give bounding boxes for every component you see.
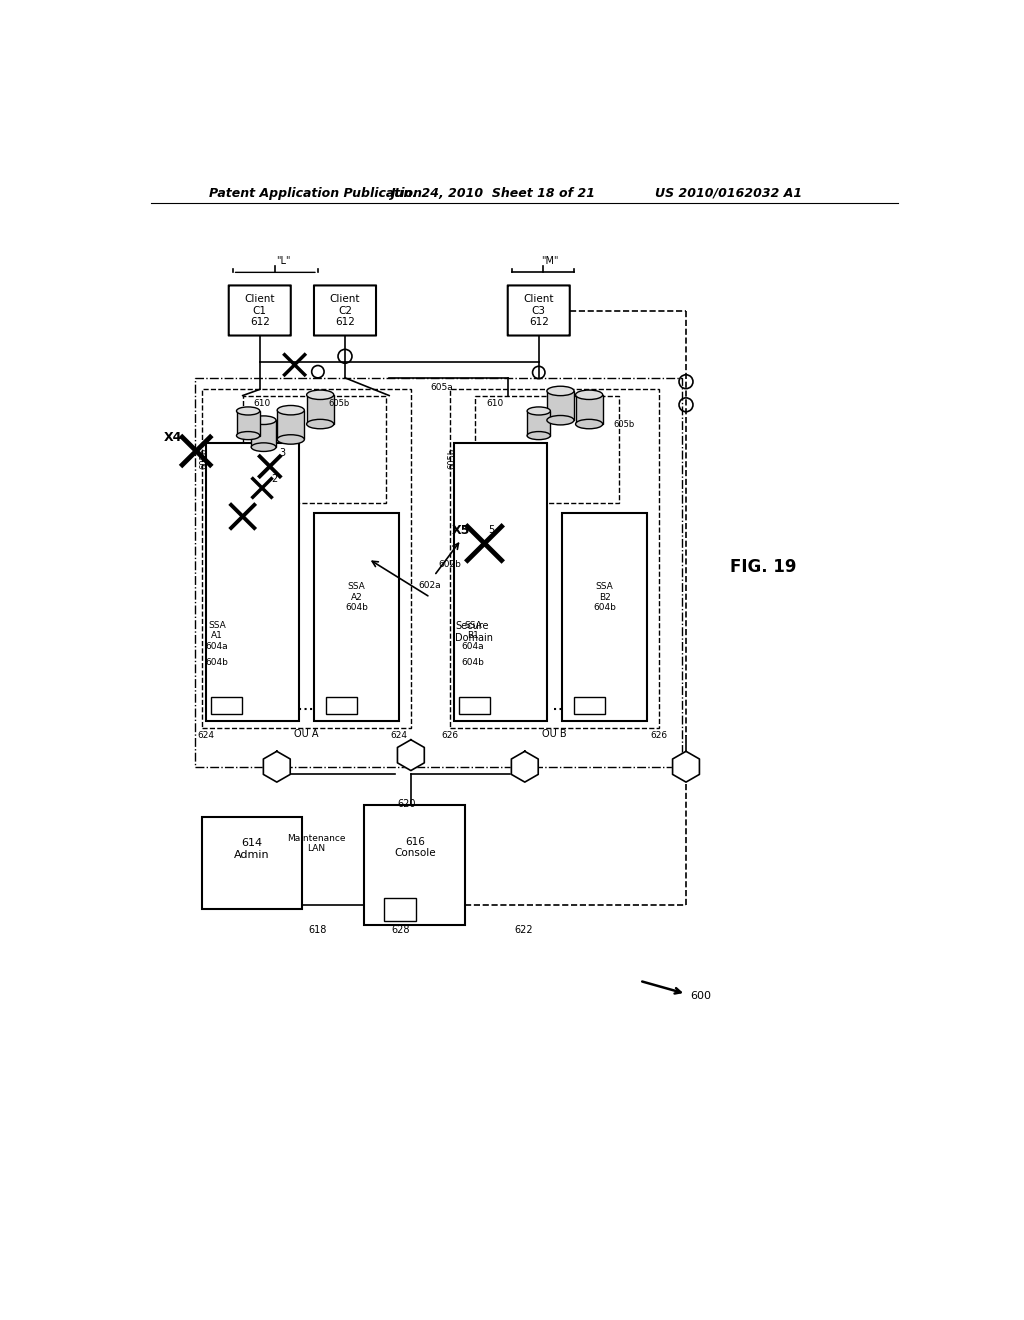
Ellipse shape	[575, 391, 603, 400]
Bar	[251, 420, 276, 447]
Text: 3: 3	[280, 449, 286, 458]
FancyBboxPatch shape	[314, 285, 376, 335]
Bar	[202, 389, 411, 729]
Text: 624: 624	[197, 731, 214, 741]
Text: 610: 610	[486, 399, 504, 408]
Bar	[314, 512, 399, 721]
Text: Maintenance
LAN: Maintenance LAN	[287, 834, 345, 854]
Ellipse shape	[306, 420, 334, 429]
Ellipse shape	[547, 387, 574, 396]
Polygon shape	[263, 751, 290, 781]
Bar	[211, 697, 242, 714]
Text: 624: 624	[391, 731, 408, 741]
Text: 600: 600	[690, 991, 711, 1001]
Text: Client
C3
612: Client C3 612	[523, 294, 554, 327]
Text: "M": "M"	[542, 256, 559, 265]
Text: SSA
B1
604a: SSA B1 604a	[462, 620, 484, 651]
Ellipse shape	[575, 420, 603, 429]
Polygon shape	[673, 751, 699, 781]
Bar	[306, 395, 334, 424]
FancyBboxPatch shape	[228, 285, 291, 335]
Bar	[575, 395, 603, 424]
Ellipse shape	[278, 405, 304, 414]
Text: SSA
B2
604b: SSA B2 604b	[593, 582, 616, 612]
Text: Client
C2
612: Client C2 612	[330, 294, 360, 327]
Text: OU A: OU A	[294, 730, 318, 739]
Text: 616
Console: 616 Console	[394, 837, 435, 858]
Ellipse shape	[547, 416, 574, 425]
Polygon shape	[511, 751, 539, 781]
Bar	[278, 411, 304, 440]
Text: 605b: 605b	[200, 447, 209, 470]
Text: 604b: 604b	[206, 659, 228, 667]
Bar	[243, 396, 386, 503]
Text: Client
C1
612: Client C1 612	[245, 294, 275, 327]
Text: 626: 626	[441, 731, 458, 741]
Ellipse shape	[251, 416, 276, 425]
Bar	[206, 444, 299, 721]
Bar	[202, 817, 302, 909]
Polygon shape	[397, 739, 424, 771]
Bar	[454, 444, 547, 721]
Ellipse shape	[278, 434, 304, 444]
Text: 628: 628	[391, 925, 410, 935]
Text: OU B: OU B	[542, 730, 566, 739]
Text: Jun. 24, 2010  Sheet 18 of 21: Jun. 24, 2010 Sheet 18 of 21	[390, 186, 595, 199]
Ellipse shape	[527, 432, 550, 440]
Text: 602a: 602a	[419, 581, 441, 590]
Text: "L": "L"	[275, 256, 290, 265]
Bar	[365, 805, 465, 924]
Bar	[196, 378, 682, 767]
Text: 605a: 605a	[430, 383, 453, 392]
Bar	[326, 697, 356, 714]
Bar	[573, 697, 604, 714]
Text: 614
Admin: 614 Admin	[234, 838, 269, 859]
Ellipse shape	[527, 407, 550, 414]
Text: 5: 5	[488, 525, 495, 536]
Bar	[459, 697, 489, 714]
Bar	[450, 389, 658, 729]
Bar	[475, 396, 618, 503]
Text: SSA
A1
604a: SSA A1 604a	[206, 620, 228, 651]
Text: 605b: 605b	[328, 399, 349, 408]
Text: 610: 610	[254, 399, 270, 408]
Text: Secure
Domain: Secure Domain	[455, 622, 493, 643]
Text: 622: 622	[514, 925, 532, 935]
Text: X4: X4	[164, 430, 182, 444]
Text: 605b: 605b	[613, 420, 635, 429]
Text: 626: 626	[650, 731, 668, 741]
Bar	[527, 411, 550, 436]
Text: 620: 620	[397, 799, 416, 809]
Bar	[562, 512, 647, 721]
Bar	[384, 898, 417, 921]
Bar	[237, 411, 260, 436]
FancyBboxPatch shape	[508, 285, 569, 335]
Text: FIG. 19: FIG. 19	[730, 557, 797, 576]
Ellipse shape	[306, 391, 334, 400]
Ellipse shape	[237, 432, 260, 440]
Text: 2: 2	[271, 474, 278, 483]
Bar	[547, 391, 574, 420]
Text: Patent Application Publication: Patent Application Publication	[209, 186, 422, 199]
Text: 605b: 605b	[447, 447, 457, 470]
Text: 618: 618	[308, 925, 327, 935]
Text: 602b: 602b	[438, 561, 461, 569]
Ellipse shape	[237, 407, 260, 414]
Text: US 2010/0162032 A1: US 2010/0162032 A1	[655, 186, 802, 199]
Text: SSA
A2
604b: SSA A2 604b	[345, 582, 368, 612]
Ellipse shape	[251, 442, 276, 451]
Text: X5: X5	[453, 524, 471, 537]
Text: 604b: 604b	[462, 659, 484, 667]
